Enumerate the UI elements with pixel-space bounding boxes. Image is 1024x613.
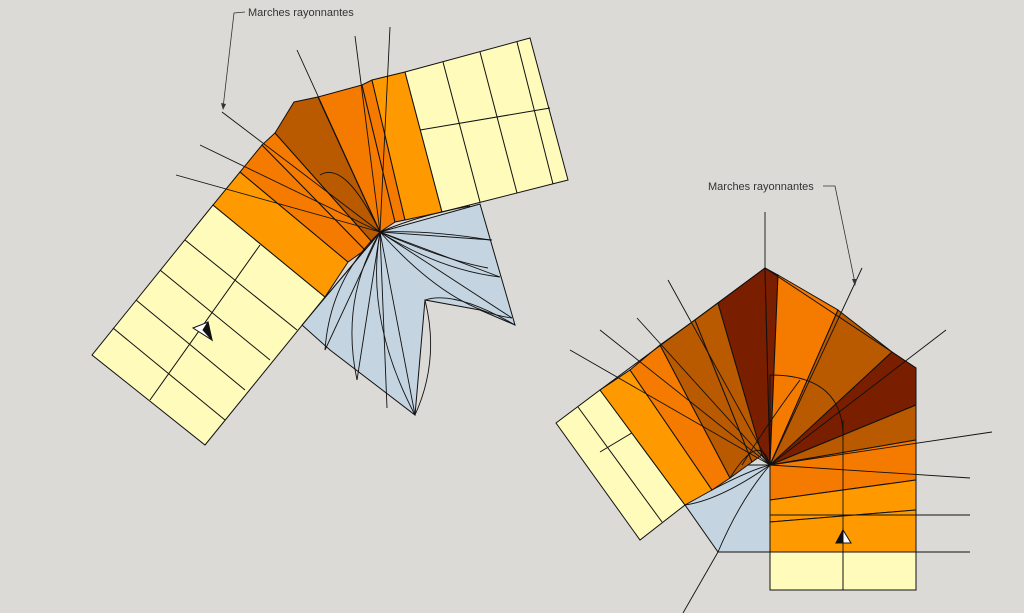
- right-annotation: Marches rayonnantes: [708, 181, 857, 286]
- right-staircase: [555, 212, 993, 613]
- north-arrow-icon: [835, 528, 852, 544]
- left-annotation-label: Marches rayonnantes: [248, 7, 354, 19]
- left-annotation: Marches rayonnantes: [221, 7, 354, 110]
- north-arrow-icon: [191, 320, 213, 342]
- left-staircase: [91, 26, 569, 446]
- right-annotation-label: Marches rayonnantes: [708, 181, 814, 193]
